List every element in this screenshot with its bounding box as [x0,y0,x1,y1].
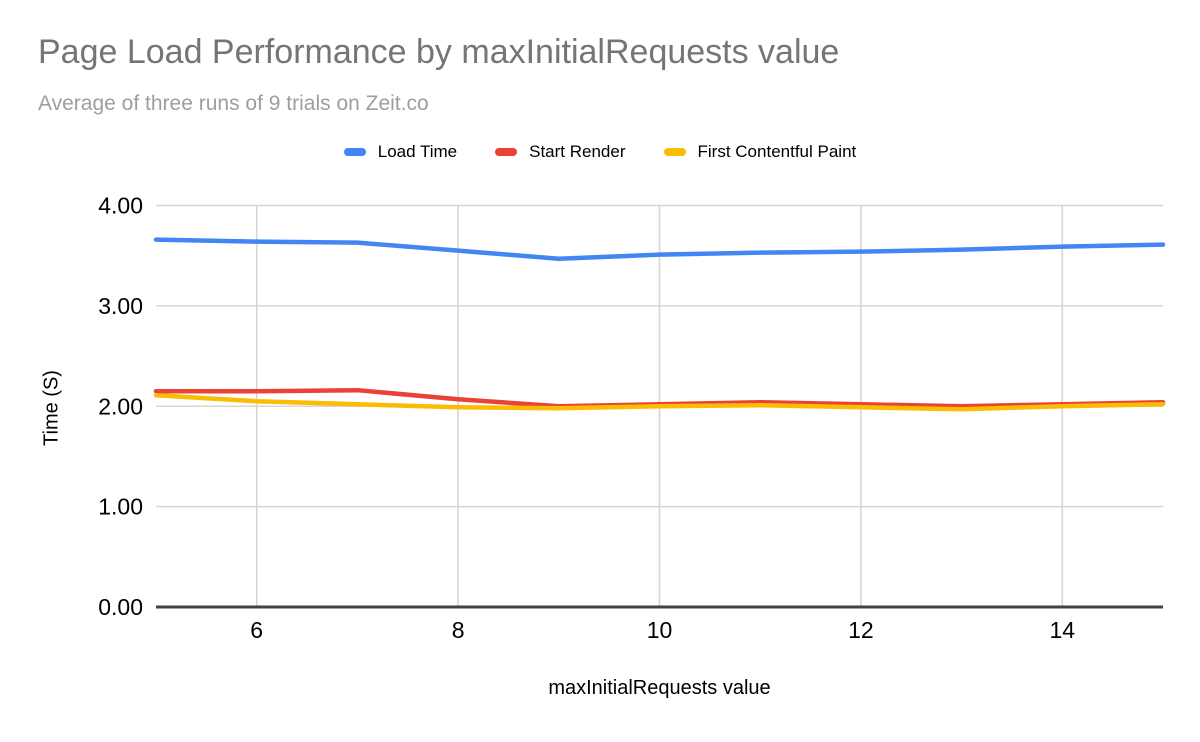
x-axis-title: maxInitialRequests value [548,677,771,699]
y-tick-label: 3.00 [98,293,143,319]
series-line-load-time [153,237,1166,261]
y-tick-label: 4.00 [98,193,143,219]
legend-item-load-time: Load Time [343,142,458,162]
x-tick-label: 12 [848,617,874,643]
legend-label-load-time: Load Time [377,142,458,161]
legend-swatch-load-time-icon [343,148,366,156]
legend-item-start-render: Start Render [495,142,626,162]
x-tick-label: 6 [250,617,263,643]
x-tick-label: 14 [1050,617,1076,643]
y-tick-label: 1.00 [98,494,143,520]
series-line-first-contentful-paint [153,392,1166,412]
chart-legend: Load Time Start Render First Contentful … [0,142,1200,162]
x-tick-label: 8 [452,617,465,643]
y-axis-title: Time (S) [40,370,63,446]
chart-subtitle: Average of three runs of 9 trials on Zei… [38,92,429,115]
legend-swatch-first-contentful-paint-icon [663,148,686,156]
legend-item-first-contentful-paint: First Contentful Paint [663,142,857,162]
legend-label-start-render: Start Render [529,142,626,161]
y-tick-label: 2.00 [98,393,143,419]
y-tick-label: 0.00 [98,594,143,620]
x-tick-label: 10 [647,617,673,643]
chart-title: Page Load Performance by maxInitialReque… [38,33,840,71]
legend-swatch-start-render-icon [495,148,518,156]
legend-label-first-contentful-paint: First Contentful Paint [697,142,857,161]
